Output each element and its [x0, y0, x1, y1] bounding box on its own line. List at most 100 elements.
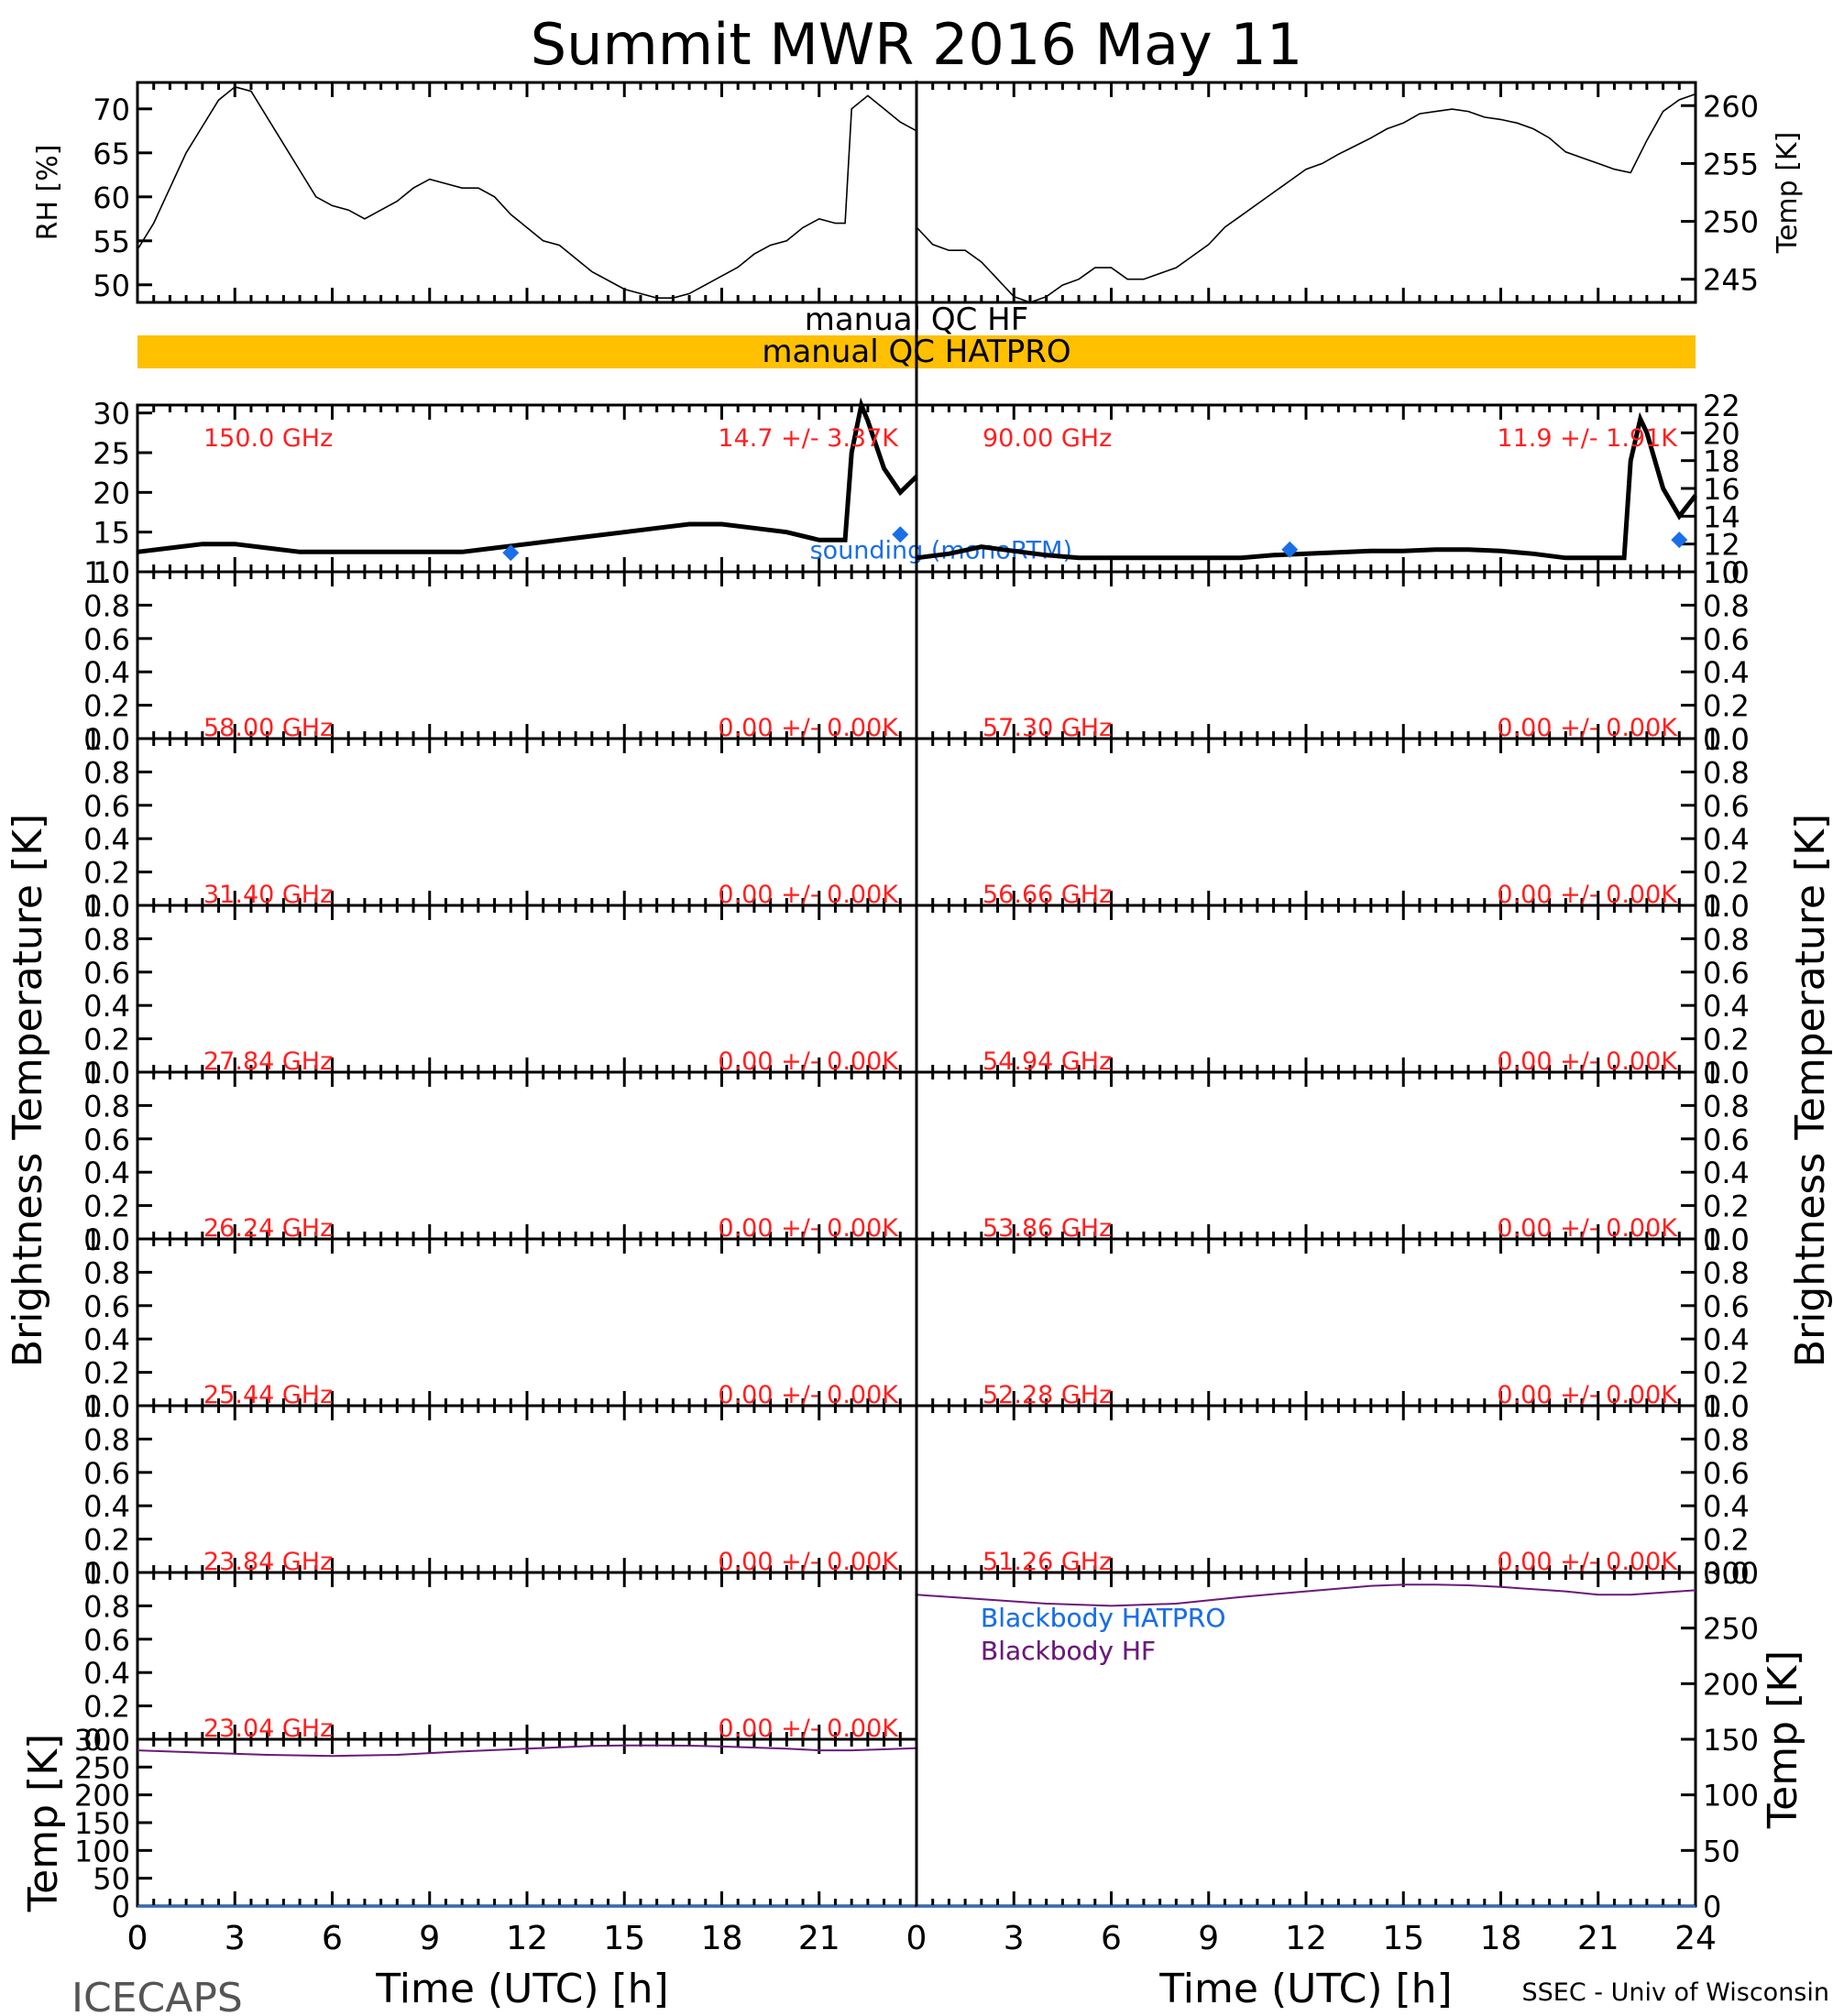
y-tick-label: 0.8	[83, 588, 130, 623]
y-tick-label: 1.0	[83, 1222, 130, 1257]
x-tick-label: 0	[127, 1920, 148, 1957]
y-tick-label: 1.0	[83, 555, 130, 590]
y-tick-label: 0.2	[1703, 689, 1750, 724]
brightness-ylabel-right: Brightness Temperature [K]	[1787, 814, 1833, 1367]
x-tick-label: 15	[603, 1920, 645, 1957]
y-tick-label: 0.0	[1703, 722, 1750, 757]
y-tick-label: 0.8	[1703, 1422, 1750, 1457]
y-tick-label: 0.6	[1703, 1456, 1750, 1491]
x-axis-label-left: Time (UTC) [h]	[375, 1966, 668, 2012]
y-tick-label: 0.6	[83, 1289, 130, 1324]
y-tick-label: 250	[1703, 1612, 1759, 1647]
x-tick-label: 21	[798, 1920, 840, 1957]
y-tick-label: 1.0	[83, 1056, 130, 1090]
y-tick-label: 1.0	[1703, 889, 1750, 924]
x-tick-label: 18	[701, 1920, 743, 1957]
series-line-0	[137, 85, 917, 300]
y-tick-label: 1.0	[83, 1556, 130, 1591]
y-tick-label: 30	[93, 397, 130, 432]
x-axis-label-right: Time (UTC) [h]	[1158, 1966, 1452, 2012]
series-line-1	[916, 93, 1696, 303]
x-tick-label: 15	[603, 1920, 645, 1957]
y-tick-label: 100	[74, 1834, 130, 1868]
y-tick-label: 0.4	[1703, 1489, 1750, 1524]
y-tick-label: 0.0	[83, 889, 130, 924]
series-line-2	[137, 397, 918, 554]
y-tick-label: 0.0	[1703, 1222, 1750, 1257]
y-tick-label: 14	[1703, 499, 1740, 534]
panel-ylabel: Temp [K]	[20, 1734, 67, 1912]
y-tick-label: 70	[93, 93, 130, 127]
series-line-3	[916, 411, 1697, 561]
figure-title: Summit MWR 2016 May 11	[531, 11, 1303, 78]
x-tick-label: 6	[322, 1920, 343, 1957]
y-tick-label: 20	[1703, 416, 1740, 451]
y-tick-label: 16	[1703, 472, 1740, 507]
y-tick-label: 1.0	[83, 722, 130, 757]
y-tick-label: 0.2	[83, 689, 130, 724]
footer-left: ICECAPS	[71, 1975, 243, 2016]
y-tick-label: 0.6	[1703, 789, 1750, 824]
y-tick-label: 200	[74, 1779, 130, 1813]
y-tick-label: 0.0	[1703, 889, 1750, 924]
y-tick-label: 100	[1703, 1779, 1759, 1813]
x-tick-label: 9	[419, 1920, 440, 1957]
y-tick-label: 65	[93, 137, 130, 171]
panel-ylabel: RH [%]	[32, 145, 64, 241]
y-tick-label: 1.0	[1703, 1222, 1750, 1257]
x-tick-label: 18	[1480, 1920, 1522, 1957]
x-tick-label: 6	[1101, 1920, 1122, 1957]
legend-entry-1: Blackbody HF	[981, 1636, 1156, 1666]
y-tick-label: 60	[93, 181, 130, 215]
x-tick-label: 18	[701, 1920, 743, 1957]
x-tick-label: 6	[322, 1920, 343, 1957]
y-tick-label: 0.0	[83, 722, 130, 757]
x-tick-label: 15	[1382, 1920, 1424, 1957]
y-tick-label: 0.4	[1703, 1156, 1750, 1190]
y-tick-label: 50	[93, 268, 130, 303]
y-tick-label: 0.6	[83, 789, 130, 824]
x-tick-label: 9	[419, 1920, 440, 1957]
brightness-ylabel-left: Brightness Temperature [K]	[5, 814, 51, 1367]
y-tick-label: 0.8	[1703, 1255, 1750, 1290]
y-tick-label: 12	[1703, 528, 1740, 563]
sounding-label: sounding (monoRTM)	[810, 536, 1072, 564]
panel-ylabel: Temp [K]	[1772, 132, 1804, 255]
y-tick-label: 0.4	[83, 822, 130, 857]
y-tick-label: 0.4	[1703, 1322, 1750, 1357]
channel-label: 150.0 GHz	[203, 424, 333, 453]
x-tick-label: 21	[1577, 1920, 1619, 1957]
y-tick-label: 0.4	[83, 1489, 130, 1524]
y-tick-label: 0.2	[83, 1690, 130, 1725]
y-tick-label: 0.8	[1703, 755, 1750, 790]
y-tick-label: 0.0	[83, 1056, 130, 1090]
y-tick-label: 0.2	[83, 1189, 130, 1224]
y-tick-label: 150	[1703, 1723, 1759, 1758]
y-tick-label: 1.0	[1703, 1056, 1750, 1090]
y-tick-label: 0.8	[83, 1255, 130, 1290]
y-tick-label: 0.8	[83, 1422, 130, 1457]
legend-entry-1: Blackbody HF	[981, 1636, 1156, 1666]
panel-frame	[136, 1737, 918, 1908]
y-tick-label: 0	[1703, 1890, 1721, 1924]
y-tick-label: 0.8	[1703, 922, 1750, 957]
x-tick-label: 0	[127, 1920, 148, 1957]
x-tick-label: 12	[506, 1920, 548, 1957]
x-tick-label: 3	[225, 1920, 246, 1957]
y-tick-label: 0.2	[1703, 1356, 1750, 1391]
x-tick-label: 12	[506, 1920, 548, 1957]
y-tick-label: 0.8	[83, 1589, 130, 1624]
footer-right: SSEC - Univ of Wisconsin	[1522, 1978, 1829, 2007]
y-tick-label: 25	[93, 436, 130, 471]
y-tick-label: 150	[74, 1806, 130, 1841]
y-tick-label: 0.6	[83, 622, 130, 657]
panel-blackbody-18	[136, 1737, 918, 1908]
y-tick-label: 0.2	[83, 1356, 130, 1391]
y-tick-label: 1.0	[1703, 555, 1750, 590]
y-tick-label: 0.2	[83, 1023, 130, 1057]
x-tick-label: 0	[906, 1920, 927, 1957]
x-tick-label: 9	[1198, 1920, 1219, 1957]
y-tick-label: 0.8	[1703, 1089, 1750, 1123]
x-tick-label: 24	[1674, 1920, 1717, 1957]
